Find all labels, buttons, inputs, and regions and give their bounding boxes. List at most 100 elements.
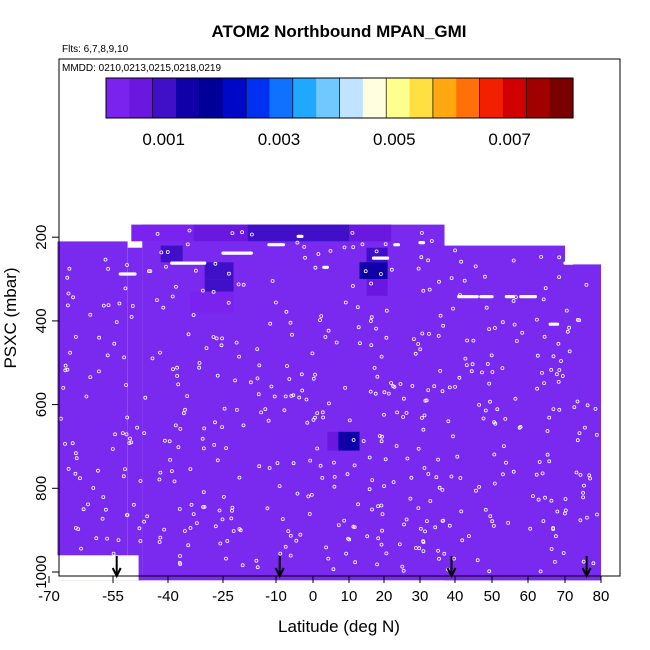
sample-point <box>254 558 259 563</box>
sample-point <box>512 322 517 327</box>
sample-point <box>517 425 522 430</box>
sample-point <box>230 231 235 236</box>
sample-point <box>123 467 127 472</box>
sample-point <box>365 534 370 539</box>
sample-point <box>460 538 465 543</box>
sample-point <box>97 369 101 374</box>
sample-point <box>313 265 318 270</box>
y-axis-tick-label: 800 <box>33 476 50 501</box>
sample-point <box>436 333 441 338</box>
colorbar-segment <box>246 78 271 118</box>
sample-point <box>332 474 337 479</box>
heatmap-cell <box>247 224 349 242</box>
sample-point <box>416 446 421 451</box>
sample-point <box>215 458 220 463</box>
sample-point <box>551 407 556 412</box>
sample-point <box>355 305 360 310</box>
sample-point <box>487 327 492 332</box>
sample-point <box>74 451 78 456</box>
sample-point <box>178 426 183 431</box>
x-axis-tick-label: 40 <box>447 588 464 605</box>
sample-point <box>316 252 321 256</box>
sample-point <box>459 509 464 514</box>
sample-point <box>367 487 372 492</box>
sample-point <box>557 255 562 260</box>
sample-point <box>283 394 288 399</box>
sample-point <box>380 434 384 439</box>
sample-point <box>447 523 452 528</box>
sample-point <box>465 338 470 343</box>
sample-point <box>367 455 372 460</box>
sample-point <box>369 281 374 286</box>
heatmap-cell <box>338 431 360 451</box>
sample-point <box>555 372 559 377</box>
sample-point <box>535 317 539 322</box>
sample-point <box>556 341 561 346</box>
sample-point <box>379 354 384 359</box>
sample-point <box>162 527 167 532</box>
sample-point <box>421 427 426 432</box>
sample-point <box>288 553 293 558</box>
sample-point <box>237 354 242 359</box>
sample-point <box>561 551 566 555</box>
colorbar-tick-label: 0.007 <box>488 130 531 149</box>
sample-point <box>278 551 283 556</box>
sample-point <box>229 516 234 521</box>
sample-point <box>488 514 493 519</box>
sample-point <box>234 407 239 412</box>
colorbar-tick-label: 0.001 <box>142 130 185 149</box>
sample-point <box>295 240 300 245</box>
sample-point <box>88 312 93 317</box>
sample-point <box>547 415 552 420</box>
sample-point <box>490 370 495 374</box>
sample-point <box>137 526 142 531</box>
sample-point <box>226 271 231 276</box>
sample-point <box>417 546 422 551</box>
sample-point <box>565 329 570 334</box>
sample-point <box>384 551 389 556</box>
sample-point <box>429 239 434 243</box>
sample-point <box>577 431 582 436</box>
sample-point <box>581 559 586 564</box>
sample-point <box>427 287 432 292</box>
sample-point <box>575 399 580 404</box>
sample-point <box>171 367 175 372</box>
plot-frame <box>58 58 621 577</box>
sample-point <box>583 425 587 430</box>
sample-point <box>84 394 89 399</box>
sample-point <box>353 560 358 565</box>
sample-point <box>511 469 516 474</box>
sample-point <box>116 538 121 542</box>
sample-point <box>202 426 207 431</box>
colorbar-segment <box>479 78 504 118</box>
sample-point <box>193 268 198 273</box>
sample-point <box>420 415 424 420</box>
sample-point <box>189 502 194 507</box>
flight-tracks <box>72 229 574 326</box>
sample-point <box>298 532 303 537</box>
sample-point <box>148 269 153 274</box>
sample-point <box>455 454 460 459</box>
sample-point <box>464 363 469 368</box>
sample-point <box>125 513 129 517</box>
sample-point <box>88 375 93 380</box>
sample-point <box>332 484 337 489</box>
sample-point <box>105 353 110 358</box>
sample-point <box>391 480 396 485</box>
sample-point <box>300 388 305 393</box>
colorbar-segment <box>386 78 411 118</box>
sample-point <box>270 279 275 283</box>
sample-point <box>458 293 462 297</box>
sample-point <box>345 472 350 477</box>
x-axis-tick-label: 0 <box>309 588 317 605</box>
sample-point <box>500 472 505 477</box>
sample-point <box>401 396 406 401</box>
x-axis-tick-label: 10 <box>341 588 358 605</box>
sample-point <box>213 420 217 425</box>
missing-data-region <box>57 555 139 581</box>
sample-point <box>379 503 384 508</box>
heatmap-cell <box>327 431 339 451</box>
sample-point <box>511 258 516 263</box>
colorbar-segment <box>152 78 177 118</box>
sample-point <box>549 547 554 551</box>
